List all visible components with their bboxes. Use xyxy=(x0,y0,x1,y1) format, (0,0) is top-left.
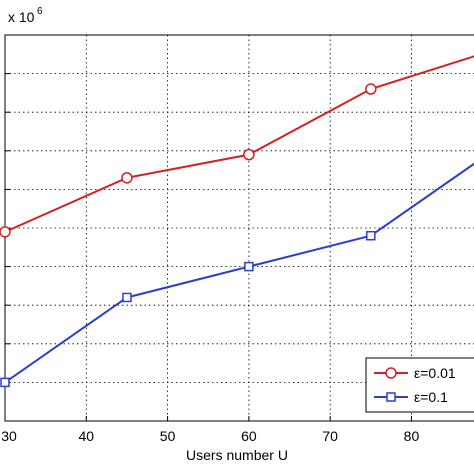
x-axis-label: Users number U xyxy=(186,447,288,463)
marker xyxy=(121,172,133,184)
legend-label: ε=0.1 xyxy=(414,389,448,405)
x-tick-label: 80 xyxy=(404,428,420,444)
series-line xyxy=(4,55,474,233)
x-tick-label: 60 xyxy=(241,428,257,444)
legend: ε=0.01 ε=0.1 xyxy=(365,357,474,413)
legend-marker xyxy=(385,367,397,379)
marker xyxy=(244,261,254,272)
x-tick-label: 50 xyxy=(160,428,176,444)
x-tick-label: 40 xyxy=(79,428,95,444)
multiplier-exponent: 6 xyxy=(37,6,43,17)
marker xyxy=(366,230,376,241)
x-tick-label: 70 xyxy=(322,428,338,444)
marker xyxy=(122,292,132,303)
marker xyxy=(0,377,10,388)
legend-box xyxy=(365,357,474,413)
marker xyxy=(243,148,255,161)
legend-label: ε=0.01 xyxy=(414,365,456,381)
legend-marker xyxy=(386,392,396,402)
multiplier: x 10 xyxy=(8,9,35,25)
x-tick-label: 30 xyxy=(1,428,17,444)
marker xyxy=(365,83,377,95)
marker xyxy=(0,226,11,238)
